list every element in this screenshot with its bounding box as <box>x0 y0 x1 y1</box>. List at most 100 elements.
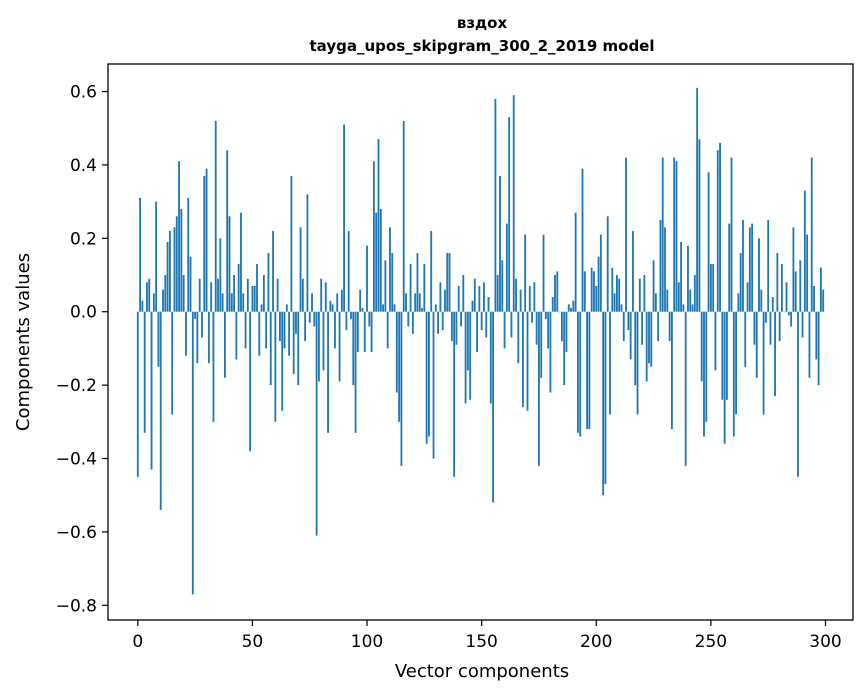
bar-212 <box>622 311 625 342</box>
bar-119 <box>409 264 412 312</box>
bar-111 <box>391 253 394 312</box>
bar-114 <box>398 311 401 422</box>
bar-142 <box>462 275 465 312</box>
bar-201 <box>597 256 600 312</box>
bar-179 <box>547 311 550 349</box>
bar-161 <box>505 223 508 312</box>
bar-62 <box>279 311 281 342</box>
bar-84 <box>329 300 332 312</box>
bar-262 <box>737 293 740 312</box>
bar-97 <box>359 289 362 312</box>
bar-175 <box>538 311 540 466</box>
bar-219 <box>638 278 641 312</box>
bar-225 <box>652 260 655 312</box>
bar-273 <box>762 311 765 415</box>
bar-277 <box>771 297 774 312</box>
bar-196 <box>586 311 589 430</box>
bar-99 <box>363 311 366 353</box>
bar-46 <box>242 293 245 312</box>
bar-140 <box>457 286 460 312</box>
bar-238 <box>682 304 685 312</box>
bar-73 <box>304 311 307 342</box>
y-tick-label: −0.2 <box>56 376 97 396</box>
bar-183 <box>556 271 559 312</box>
bar-64 <box>283 311 286 349</box>
bar-163 <box>510 311 513 338</box>
bar-136 <box>448 253 451 312</box>
bar-286 <box>792 227 795 312</box>
bar-216 <box>632 230 634 312</box>
bar-7 <box>152 293 155 312</box>
plot-area-frame <box>107 63 854 621</box>
bar-102 <box>370 311 373 353</box>
bar-51 <box>253 286 256 312</box>
bar-162 <box>508 117 511 312</box>
bar-185 <box>560 311 563 342</box>
bar-12 <box>164 275 167 312</box>
bar-78 <box>315 311 318 536</box>
bar-149 <box>478 286 481 312</box>
bar-85 <box>331 304 334 312</box>
bar-233 <box>670 311 673 430</box>
bar-151 <box>483 282 485 312</box>
bar-208 <box>613 293 616 312</box>
bar-110 <box>389 227 391 312</box>
bar-0 <box>136 311 139 477</box>
bar-75 <box>308 311 311 323</box>
bar-275 <box>767 219 770 312</box>
bar-232 <box>668 311 671 342</box>
bar-144 <box>466 311 469 371</box>
bar-294 <box>810 157 813 312</box>
bar-287 <box>794 271 797 312</box>
bar-257 <box>726 311 728 400</box>
bar-104 <box>375 212 378 312</box>
bar-116 <box>402 120 405 312</box>
bar-209 <box>615 275 618 312</box>
bar-5 <box>148 278 151 312</box>
bar-259 <box>730 157 733 312</box>
bar-8 <box>155 201 158 312</box>
bar-29 <box>203 175 206 312</box>
bar-109 <box>386 311 389 349</box>
bar-282 <box>783 311 786 313</box>
bar-88 <box>338 311 341 382</box>
bar-112 <box>393 304 396 312</box>
bar-202 <box>599 234 602 312</box>
bar-80 <box>320 278 323 312</box>
bar-206 <box>609 311 611 415</box>
bar-207 <box>611 267 614 312</box>
bar-269 <box>753 311 756 345</box>
bar-278 <box>774 311 776 397</box>
bar-245 <box>698 139 701 312</box>
bar-108 <box>384 260 387 312</box>
y-tick-label: −0.8 <box>56 596 97 616</box>
bar-105 <box>377 139 380 312</box>
bar-213 <box>625 157 627 312</box>
bar-289 <box>799 260 802 312</box>
bar-15 <box>171 311 174 415</box>
bar-92 <box>347 230 350 312</box>
bar-95 <box>354 311 357 433</box>
bar-295 <box>813 286 815 312</box>
bar-188 <box>567 304 570 312</box>
bar-165 <box>515 278 517 312</box>
bar-120 <box>411 311 414 334</box>
bar-267 <box>748 227 751 312</box>
bar-231 <box>666 289 669 312</box>
bar-94 <box>352 311 355 386</box>
bar-36 <box>219 238 222 312</box>
bar-87 <box>336 293 339 312</box>
bar-200 <box>595 286 598 312</box>
x-tick-label: 50 <box>242 632 264 652</box>
bar-178 <box>544 311 547 320</box>
bar-63 <box>281 311 284 411</box>
bar-141 <box>460 311 462 327</box>
bar-239 <box>684 311 687 466</box>
bar-224 <box>650 311 653 367</box>
bar-69 <box>295 311 297 334</box>
bar-266 <box>746 282 749 312</box>
bar-158 <box>499 175 501 312</box>
bar-91 <box>345 311 348 331</box>
bar-237 <box>680 241 682 312</box>
bar-47 <box>244 311 247 349</box>
